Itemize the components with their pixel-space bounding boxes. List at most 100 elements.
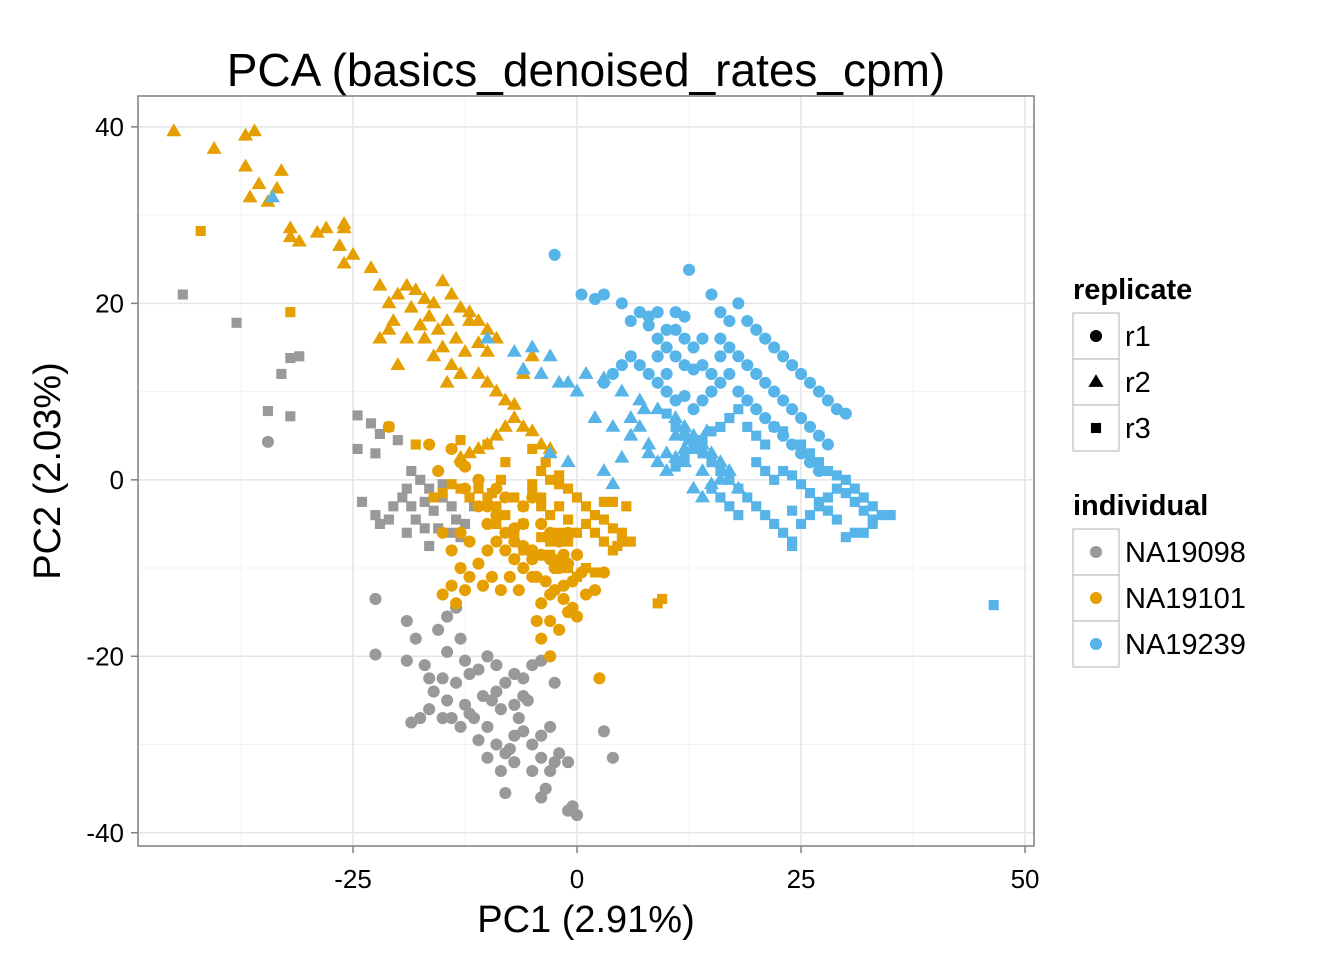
point-na19101-r2: [506, 410, 522, 423]
point-na19239-r1: [660, 385, 673, 398]
point-na19239-r1: [750, 323, 763, 336]
axes: -25 0 25 50 -40 -20 0 20 40: [86, 112, 1039, 894]
point-na19239-r1: [803, 376, 817, 389]
point-na19098-r3: [392, 435, 403, 446]
point-na19239-r1: [651, 306, 664, 319]
point-na19101-r2: [417, 330, 433, 344]
point-na19239-r2: [685, 480, 702, 494]
point-na19098-r3: [370, 510, 381, 521]
point-na19239-r3: [778, 527, 789, 538]
point-na19098-r1: [521, 694, 534, 707]
legend-label-r2: r2: [1125, 367, 1151, 399]
point-na19101-r2: [372, 277, 388, 291]
point-na19101-r2: [448, 330, 464, 344]
point-na19098-r3: [388, 501, 399, 512]
point-na19098-r3: [401, 527, 412, 538]
point-na19239-r2: [641, 445, 657, 459]
point-na19101-r3: [518, 518, 529, 530]
point-na19098-r1: [535, 751, 548, 764]
point-na19098-r3: [451, 514, 462, 525]
point-na19101-r2: [488, 383, 504, 397]
legend-key-r3: [1090, 422, 1102, 434]
point-na19239-r1: [777, 350, 790, 363]
point-na19239-r3: [760, 510, 771, 521]
point-na19101-r1: [512, 584, 525, 597]
point-na19101-r3: [554, 527, 565, 538]
point-na19239-r3: [769, 474, 780, 485]
point-na19101-r3: [482, 439, 493, 450]
point-na19101-r2: [381, 321, 397, 335]
point-na19101-r2: [439, 374, 455, 388]
point-na19239-r1: [714, 306, 727, 319]
point-na19239-r1: [651, 376, 664, 389]
legend-label-r3: r3: [1125, 413, 1151, 445]
point-na19101-r3: [616, 536, 627, 547]
point-na19239-r2: [596, 370, 612, 384]
point-na19239-r2: [721, 463, 737, 476]
point-na19101-r1: [562, 526, 575, 539]
point-na19239-r1: [687, 341, 700, 354]
point-na19101-r3: [536, 501, 547, 512]
point-na19101-r3: [527, 479, 538, 490]
point-na19101-r1: [490, 509, 503, 522]
point-na19098-r1: [508, 729, 521, 742]
point-na19101-r2: [470, 366, 487, 379]
point-na19098-r1: [409, 632, 422, 645]
point-na19101-r2: [430, 321, 446, 335]
point-na19239-r1: [651, 350, 664, 363]
point-na19239-r1: [732, 385, 745, 398]
point-na19239-r2: [694, 489, 711, 503]
point-na19239-r1: [777, 394, 790, 407]
point-na19239-r1: [741, 394, 754, 407]
point-na19239-r1: [615, 359, 628, 372]
point-na19101-r1: [544, 650, 557, 663]
point-na19101-r1: [526, 544, 539, 557]
point-na19239-r1: [821, 394, 834, 407]
point-na19101-r3: [563, 562, 574, 574]
point-na19098-r1: [494, 764, 507, 778]
point-na19101-r3: [473, 483, 484, 494]
point-na19239-r3: [742, 492, 753, 503]
point-na19239-r3: [831, 483, 842, 494]
point-na19101-r1: [535, 632, 548, 645]
point-na19239-r3: [733, 404, 744, 415]
point-na19101-r3: [536, 465, 547, 477]
point-na19101-r2: [242, 189, 258, 203]
point-na19239-r1: [768, 341, 781, 354]
point-na19101-r1: [490, 535, 503, 548]
point-na19239-r1: [669, 350, 682, 363]
point-na19239-r2: [650, 401, 666, 415]
point-na19098-r1: [481, 720, 494, 733]
point-na19239-r3: [733, 483, 744, 494]
point-na19101-r3: [563, 536, 574, 547]
point-na19239-r3: [885, 510, 896, 521]
point-na19101-r3: [625, 536, 636, 547]
point-na19098-r1: [423, 703, 436, 716]
point-na19098-r3: [401, 483, 412, 494]
point-na19239-r2: [632, 418, 648, 432]
point-na19101-r1: [445, 442, 458, 455]
point-na19098-r1: [463, 667, 476, 680]
point-na19239-r2: [712, 454, 728, 468]
point-na19101-r3: [545, 474, 556, 485]
point-na19101-r1: [432, 464, 445, 478]
point-na19239-r1: [705, 288, 718, 301]
point-na19101-r1: [450, 597, 463, 610]
point-na19239-r2: [569, 383, 585, 397]
point-na19101-r3: [285, 307, 296, 318]
x-tick-label: -25: [334, 864, 372, 894]
point-na19101-r2: [457, 343, 473, 357]
point-na19101-r1: [499, 491, 512, 504]
point-na19101-r1: [539, 575, 552, 588]
point-na19239-r3: [795, 518, 807, 530]
point-na19101-r3: [571, 571, 583, 582]
point-na19239-r1: [705, 385, 718, 398]
point-na19239-r1: [624, 350, 637, 363]
point-na19101-r2: [291, 233, 307, 247]
point-na19239-r2: [668, 449, 684, 463]
point-na19101-r3: [621, 501, 632, 512]
point-na19239-r3: [706, 457, 717, 468]
point-na19239-r1: [678, 389, 691, 403]
point-na19101-r3: [554, 501, 565, 512]
